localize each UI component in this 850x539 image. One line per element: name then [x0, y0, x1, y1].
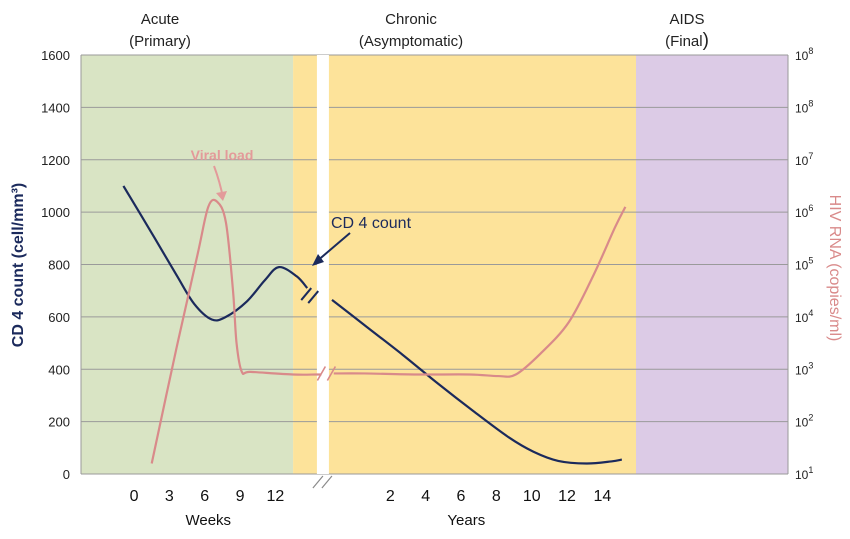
- annotation-viral-load-arrowhead: [216, 191, 227, 201]
- phase-title-aids: AIDS: [669, 11, 704, 28]
- phase-subtitle-acute: (Primary): [129, 33, 191, 50]
- series-line-viral-load-1: [150, 198, 322, 464]
- x-axis-title-years: Years: [447, 512, 485, 529]
- y-tick-label: 1000: [41, 205, 70, 220]
- y-tick-label: 1600: [41, 48, 70, 63]
- phase-subtitle-chronic: (Asymptomatic): [359, 33, 463, 50]
- x-tick-label: 14: [594, 488, 612, 505]
- x-tick-label: 6: [200, 488, 209, 505]
- x-axis-title-weeks: Weeks: [185, 512, 231, 529]
- y-tick-label: 800: [48, 258, 70, 273]
- y2-tick-label: 101: [795, 465, 813, 482]
- y2-tick-label: 103: [795, 360, 813, 377]
- series-break-mark: [316, 366, 327, 381]
- y-tick-label: 0: [63, 467, 70, 482]
- y-tick-label: 200: [48, 415, 70, 430]
- x-tick-label: 8: [492, 488, 501, 505]
- x-tick-label: 10: [523, 488, 541, 505]
- x-tick-label: 3: [165, 488, 174, 505]
- series-break-mark: [326, 366, 337, 381]
- series-line-viral-load-2: [333, 206, 627, 378]
- x-tick-label: 2: [386, 488, 395, 505]
- series-line-cd-4-count-1: [122, 185, 309, 322]
- x-tick-label: 9: [236, 488, 245, 505]
- x-tick-label: 12: [267, 488, 285, 505]
- y2-tick-label: 104: [795, 308, 813, 325]
- annotation-cd4-count: CD 4 count: [331, 215, 412, 232]
- y2-tick-label: 102: [795, 413, 813, 430]
- y-tick-label: 400: [48, 362, 70, 377]
- y2-tick-label: 108: [795, 98, 813, 115]
- series-line-cd-4-count-2: [331, 298, 623, 465]
- axis-break-mark: [321, 475, 333, 489]
- x-tick-label: 0: [130, 488, 139, 505]
- axis-break-gap: [316, 55, 329, 474]
- annotation-cd4-arrow: [315, 232, 351, 263]
- y-axis-right-title: HIV RNA (copies/ml): [826, 195, 843, 342]
- annotation-viral-load: Viral load: [191, 147, 254, 163]
- y2-tick-label: 107: [795, 151, 813, 168]
- y-tick-label: 600: [48, 310, 70, 325]
- phase-subtitle-aids: (Final): [665, 30, 709, 51]
- y2-tick-label: 108: [795, 46, 813, 63]
- series-break-mark: [300, 287, 313, 301]
- y-axis-left-title: CD 4 count (cell/mm³): [10, 183, 27, 347]
- phase-title-chronic: Chronic: [385, 11, 437, 28]
- axis-break-mark: [312, 475, 324, 489]
- y-tick-label: 1200: [41, 153, 70, 168]
- y2-tick-label: 106: [795, 203, 813, 220]
- series-break-mark: [307, 290, 320, 304]
- y2-tick-label: 105: [795, 256, 813, 273]
- y-tick-label: 1400: [41, 100, 70, 115]
- x-tick-label: 6: [457, 488, 466, 505]
- phase-title-acute: Acute: [141, 11, 179, 28]
- x-tick-label: 4: [421, 488, 430, 505]
- annotation-cd4-arrowhead: [312, 254, 324, 266]
- x-tick-label: 12: [558, 488, 576, 505]
